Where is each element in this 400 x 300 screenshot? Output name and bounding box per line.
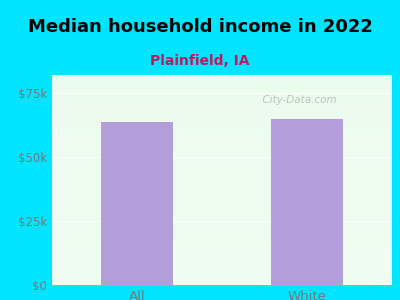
Text: Median household income in 2022: Median household income in 2022 [28, 18, 372, 36]
Text: City-Data.com: City-Data.com [256, 95, 337, 105]
Text: Plainfield, IA: Plainfield, IA [150, 54, 250, 68]
Bar [271, 118, 343, 285]
Bar [101, 122, 173, 285]
